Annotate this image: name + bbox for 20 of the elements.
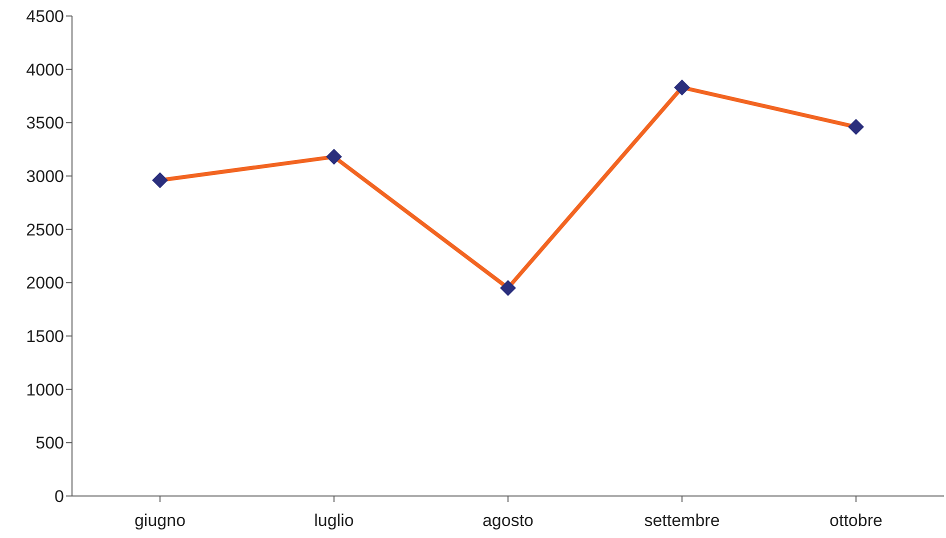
- y-tick-label: 1000: [26, 380, 64, 400]
- y-tick-label: 500: [36, 434, 64, 453]
- x-tick-label: giugno: [134, 511, 186, 530]
- y-tick-label: 2500: [26, 220, 64, 240]
- x-tick-label: luglio: [314, 511, 354, 530]
- y-tick-label: 0: [54, 487, 64, 506]
- y-tick-label: 2000: [26, 274, 64, 293]
- y-tick-label: 4000: [26, 60, 64, 80]
- point: [326, 148, 342, 165]
- x-tick-label: agosto: [482, 511, 534, 530]
- y-tick-label: 3000: [26, 167, 64, 186]
- y-tick-label: 3500: [26, 114, 64, 133]
- point: [848, 118, 864, 135]
- x-tick-label: ottobre: [830, 511, 882, 530]
- y-tick-label: 1500: [26, 327, 64, 346]
- point: [152, 172, 168, 188]
- point: [674, 79, 690, 96]
- x-tick-label: settembre: [644, 511, 720, 530]
- point: [500, 280, 516, 296]
- y-tick-label: 4500: [26, 7, 64, 26]
